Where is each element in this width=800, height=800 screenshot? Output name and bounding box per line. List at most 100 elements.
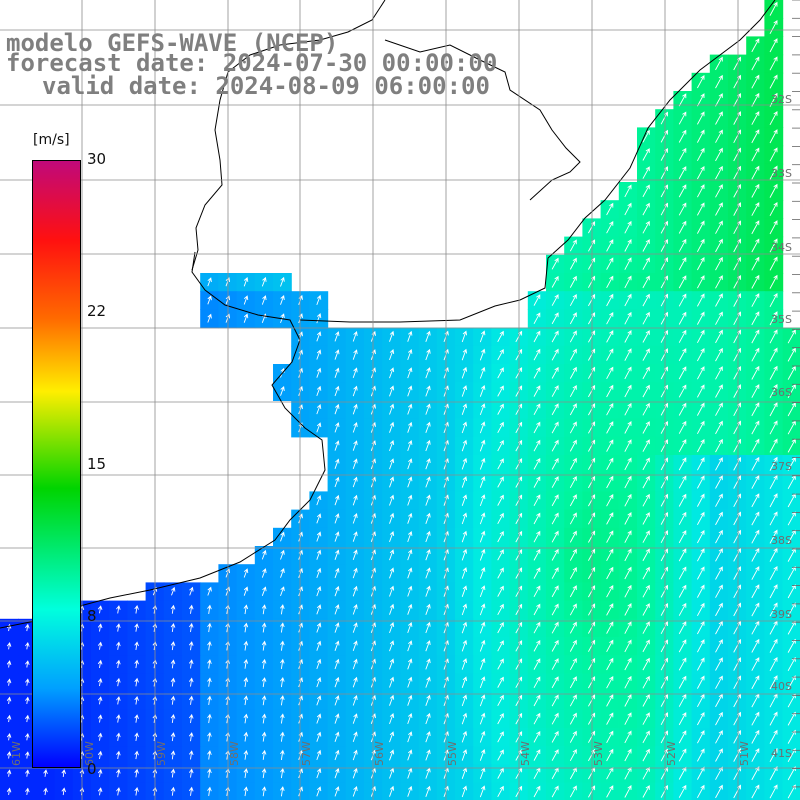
- wind-arrow: [280, 695, 285, 706]
- wind-arrow: [715, 329, 723, 344]
- wind-arrow: [497, 603, 504, 616]
- wind-arrow: [97, 732, 103, 741]
- wind-arrow: [769, 402, 778, 417]
- wind-arrow: [769, 365, 778, 380]
- wind-arrow: [334, 513, 340, 524]
- wind-arrow: [769, 529, 778, 544]
- wind-arrow: [243, 604, 249, 615]
- wind-arrow: [407, 549, 413, 561]
- wind-arrow: [334, 604, 340, 615]
- wind-arrow: [334, 349, 340, 360]
- wind-arrow: [497, 476, 504, 488]
- wind-arrow: [569, 457, 577, 470]
- wind-arrow: [207, 295, 212, 305]
- wind-arrow: [751, 711, 760, 726]
- wind-arrow: [551, 639, 559, 652]
- wind-arrow: [389, 367, 395, 379]
- wind-arrow: [697, 256, 705, 271]
- wind-arrow: [624, 785, 632, 798]
- wind-arrow: [769, 438, 778, 453]
- wind-arrow: [751, 238, 760, 253]
- wind-arrow: [569, 603, 577, 616]
- wind-arrow: [751, 729, 760, 744]
- wind-arrow: [769, 74, 778, 89]
- wind-arrow: [497, 676, 504, 688]
- wind-arrow: [407, 749, 413, 761]
- wind-arrow: [769, 129, 778, 144]
- wind-arrow: [497, 785, 504, 798]
- wind-arrow: [551, 421, 559, 434]
- wind-vectors: [6, 1, 796, 799]
- wind-arrow: [642, 785, 650, 798]
- wind-arrow: [25, 769, 30, 777]
- wind-arrow: [787, 565, 796, 581]
- wind-arrow: [389, 785, 395, 797]
- wind-arrow: [624, 293, 632, 307]
- wind-arrow: [606, 439, 614, 452]
- wind-arrow: [188, 713, 194, 724]
- wind-arrow: [606, 421, 614, 434]
- wind-arrow: [533, 403, 541, 416]
- wind-arrow: [715, 220, 723, 234]
- wind-arrow: [6, 751, 12, 759]
- wind-arrow: [334, 658, 340, 670]
- wind-arrow: [497, 530, 504, 543]
- latitude-label: 38S: [771, 534, 792, 547]
- wind-arrow: [316, 367, 322, 378]
- wind-arrow: [533, 694, 541, 707]
- wind-arrow: [787, 383, 796, 399]
- wind-arrow: [697, 402, 705, 416]
- wind-arrow: [116, 787, 121, 796]
- wind-arrow: [715, 147, 723, 162]
- wind-arrow: [334, 731, 340, 742]
- wind-arrow: [624, 657, 632, 671]
- wind-arrow: [188, 677, 194, 687]
- wind-arrow: [606, 548, 614, 562]
- wind-arrow: [461, 603, 468, 616]
- wind-arrow: [170, 677, 176, 687]
- wind-arrow: [751, 493, 760, 508]
- wind-arrow: [407, 421, 413, 433]
- wind-arrow: [407, 476, 413, 488]
- wind-arrow: [551, 312, 559, 325]
- wind-arrow: [697, 347, 705, 362]
- coastline: [0, 0, 776, 629]
- wind-arrow: [280, 622, 285, 633]
- wind-arrow: [207, 713, 212, 724]
- wind-arrow: [6, 769, 12, 777]
- wind-arrow: [751, 529, 760, 544]
- wind-arrow: [389, 713, 395, 725]
- wind-arrow: [697, 475, 705, 489]
- wind-arrow: [697, 420, 705, 435]
- wind-arrow: [569, 676, 577, 689]
- wind-arrow: [769, 56, 778, 71]
- wind-arrow: [352, 585, 358, 597]
- wind-arrow: [243, 749, 249, 760]
- wind-arrow: [569, 785, 577, 798]
- wind-arrow: [624, 348, 632, 361]
- wind-arrow: [678, 457, 687, 471]
- wind-arrow: [751, 220, 760, 235]
- wind-arrow: [389, 567, 395, 579]
- wind-arrow: [751, 438, 760, 453]
- wind-arrow: [624, 366, 632, 380]
- wind-arrow: [715, 256, 723, 271]
- wind-arrow: [352, 403, 358, 415]
- wind-arrow: [243, 586, 249, 596]
- wind-arrow: [678, 275, 687, 289]
- wind-arrow: [334, 749, 340, 761]
- wind-arrow: [497, 549, 504, 561]
- wind-arrow: [642, 293, 650, 307]
- wind-arrow: [751, 365, 760, 380]
- wind-arrow: [425, 476, 431, 488]
- wind-arrow: [697, 129, 705, 143]
- wind-arrow: [134, 695, 139, 705]
- wind-arrow: [334, 476, 340, 488]
- wind-arrow: [316, 695, 322, 706]
- wind-arrow: [569, 348, 577, 361]
- wind-arrow: [352, 494, 358, 506]
- wind-arrow: [97, 641, 103, 650]
- wind-arrow: [715, 493, 723, 507]
- wind-arrow: [533, 366, 541, 379]
